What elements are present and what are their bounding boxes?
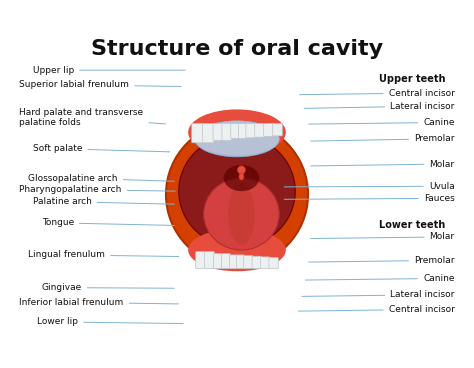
Text: Upper lip: Upper lip bbox=[33, 66, 185, 75]
FancyBboxPatch shape bbox=[205, 252, 214, 269]
FancyBboxPatch shape bbox=[231, 124, 239, 138]
Text: Uvula: Uvula bbox=[284, 182, 455, 191]
FancyBboxPatch shape bbox=[222, 124, 232, 141]
Ellipse shape bbox=[195, 121, 279, 157]
FancyBboxPatch shape bbox=[221, 254, 230, 269]
Text: Glossopalatine arch: Glossopalatine arch bbox=[28, 174, 174, 183]
Text: Upper teeth: Upper teeth bbox=[379, 74, 446, 84]
Text: Soft palate: Soft palate bbox=[33, 144, 170, 153]
Ellipse shape bbox=[224, 165, 259, 191]
Text: Lower teeth: Lower teeth bbox=[379, 220, 446, 230]
FancyBboxPatch shape bbox=[269, 258, 278, 269]
Text: Inferior labial frenulum: Inferior labial frenulum bbox=[19, 298, 179, 307]
FancyBboxPatch shape bbox=[237, 255, 245, 269]
Text: Lateral incisor: Lateral incisor bbox=[302, 290, 455, 299]
Text: Structure of oral cavity: Structure of oral cavity bbox=[91, 39, 383, 59]
FancyBboxPatch shape bbox=[255, 124, 264, 137]
Text: Lower lip: Lower lip bbox=[37, 318, 183, 326]
FancyBboxPatch shape bbox=[213, 124, 223, 141]
Text: Premolar: Premolar bbox=[309, 256, 455, 265]
Ellipse shape bbox=[239, 173, 244, 180]
Text: Lingual frenulum: Lingual frenulum bbox=[28, 250, 179, 259]
Text: Pharyngopalatine arch: Pharyngopalatine arch bbox=[19, 185, 175, 194]
FancyBboxPatch shape bbox=[202, 124, 214, 143]
FancyBboxPatch shape bbox=[229, 255, 237, 269]
Text: Central incisor: Central incisor bbox=[300, 89, 455, 98]
Text: Hard palate and transverse
palatine folds: Hard palate and transverse palatine fold… bbox=[19, 108, 165, 127]
FancyBboxPatch shape bbox=[261, 257, 270, 269]
Ellipse shape bbox=[204, 178, 279, 250]
Text: Central incisor: Central incisor bbox=[299, 305, 455, 314]
FancyBboxPatch shape bbox=[213, 254, 222, 269]
FancyBboxPatch shape bbox=[264, 124, 273, 137]
FancyBboxPatch shape bbox=[252, 256, 262, 269]
Text: Palatine arch: Palatine arch bbox=[33, 197, 174, 206]
Text: Gingivae: Gingivae bbox=[42, 283, 174, 292]
FancyBboxPatch shape bbox=[246, 124, 255, 138]
FancyBboxPatch shape bbox=[191, 124, 203, 143]
FancyBboxPatch shape bbox=[273, 124, 283, 136]
Text: Molar: Molar bbox=[311, 159, 455, 169]
FancyBboxPatch shape bbox=[196, 252, 205, 269]
Text: Superior labial frenulum: Superior labial frenulum bbox=[19, 80, 181, 89]
Text: Molar: Molar bbox=[311, 233, 455, 241]
Text: Fauces: Fauces bbox=[284, 194, 455, 203]
Ellipse shape bbox=[188, 109, 286, 155]
Ellipse shape bbox=[188, 229, 286, 271]
Ellipse shape bbox=[166, 123, 308, 266]
Text: Canine: Canine bbox=[305, 274, 455, 283]
Ellipse shape bbox=[179, 135, 295, 247]
Ellipse shape bbox=[228, 183, 255, 245]
Text: Tongue: Tongue bbox=[42, 218, 174, 227]
FancyBboxPatch shape bbox=[238, 124, 247, 138]
Text: Canine: Canine bbox=[309, 118, 455, 127]
Text: Lateral incisor: Lateral incisor bbox=[304, 102, 455, 111]
FancyBboxPatch shape bbox=[244, 255, 253, 269]
Text: Premolar: Premolar bbox=[311, 134, 455, 144]
Ellipse shape bbox=[237, 166, 246, 174]
